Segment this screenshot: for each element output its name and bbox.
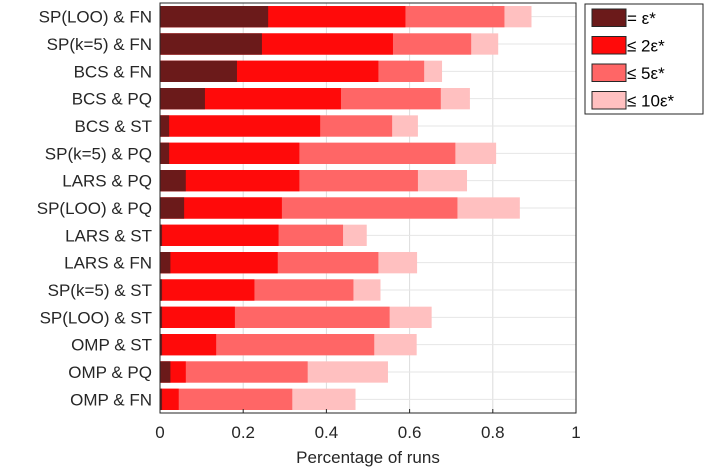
legend-label: = ε* (627, 9, 656, 28)
y-tick-label: OMP & FN (70, 390, 152, 409)
legend-label: ≤ 2ε* (627, 36, 665, 55)
bar-segment (160, 88, 205, 110)
bar-segment (160, 361, 308, 383)
x-tick-label: 0 (155, 423, 164, 442)
x-tick-label: 0.2 (231, 423, 255, 442)
legend-label: ≤ 10ε* (627, 91, 675, 110)
legend-swatch (591, 91, 627, 110)
x-tick-label: 1 (571, 423, 580, 442)
bar-segment (160, 306, 163, 328)
y-tick-labels: SP(LOO) & FN SP(k=5) & FN BCS & FN BCS & PQ… (37, 8, 152, 410)
bar-segment (160, 142, 170, 164)
bar-segment (160, 170, 300, 192)
bar-segment (160, 334, 163, 356)
bar-segment (160, 142, 300, 164)
y-tick-label: LARS & ST (65, 226, 152, 245)
bar-segment (160, 224, 163, 246)
y-tick-label: OMP & ST (71, 336, 152, 355)
x-axis-label: Percentage of runs (296, 448, 440, 467)
bar-segment (160, 252, 278, 274)
bar-segment (160, 279, 255, 301)
y-tick-label: SP(k=5) & PQ (45, 144, 152, 163)
y-tick-label: SP(LOO) & FN (39, 8, 152, 27)
plot-frame (159, 2, 577, 414)
y-tick-label: SP(LOO) & ST (40, 308, 152, 327)
bar-segment (160, 388, 293, 410)
x-tick-label: 0.8 (481, 423, 505, 442)
y-tick-label: SP(k=5) & ST (48, 281, 152, 300)
y-tick-label: BCS & PQ (72, 90, 152, 109)
bar-segment (160, 115, 321, 137)
x-tick-label: 0.6 (398, 423, 422, 442)
y-tick-label: LARS & FN (64, 254, 152, 273)
bars (160, 6, 532, 410)
y-tick-label: SP(LOO) & PQ (37, 199, 152, 218)
y-tick-label: LARS & PQ (62, 172, 152, 191)
bar-segment (160, 6, 269, 28)
bar-segment (160, 197, 185, 219)
legend-swatch (591, 63, 627, 82)
bar-segment (160, 306, 235, 328)
bar-segment (160, 252, 171, 274)
legend-swatch (591, 36, 627, 55)
bar-segment (160, 197, 282, 219)
y-tick-label: SP(k=5) & FN (47, 35, 152, 54)
bar-segment (160, 279, 163, 301)
legend-swatch (591, 8, 627, 27)
y-tick-label: BCS & ST (75, 117, 152, 136)
bar-segment (160, 388, 163, 410)
bar-segment (160, 170, 186, 192)
bar-segment (160, 115, 170, 137)
bar-segment (160, 60, 237, 82)
bar-segment (160, 224, 279, 246)
bar-segment (160, 334, 217, 356)
x-tick-label: 0.4 (315, 423, 339, 442)
y-tick-label: BCS & FN (74, 62, 152, 81)
bar-segment (160, 388, 179, 410)
y-tick-label: OMP & PQ (68, 363, 152, 382)
bar-segment (160, 88, 341, 110)
bar-segment (160, 361, 171, 383)
x-tick-labels: 0 0.2 0.4 0.6 0.8 1 (155, 409, 581, 442)
legend: = ε* ≤ 2ε* ≤ 5ε* ≤ 10ε* (584, 3, 704, 115)
bar-segment (160, 33, 262, 55)
legend-label: ≤ 5ε* (627, 64, 665, 83)
